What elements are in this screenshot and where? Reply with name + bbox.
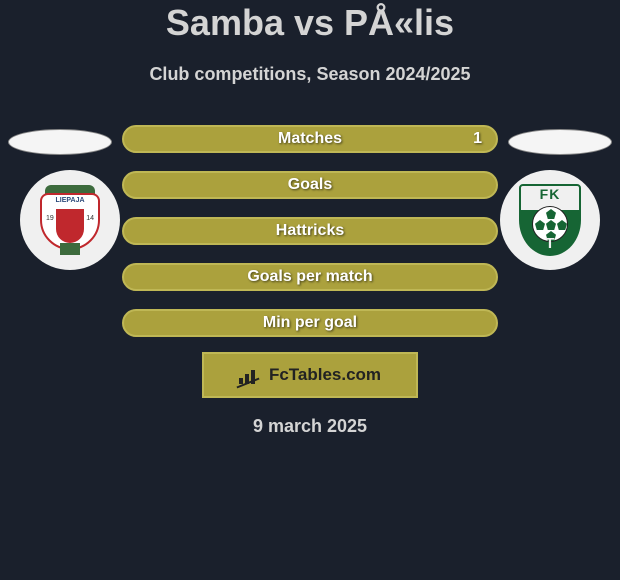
stat-label: Goals <box>288 176 332 194</box>
stat-label: Min per goal <box>263 314 357 332</box>
stat-bar-gpm: Goals per match <box>122 263 498 291</box>
left-club-logo[interactable]: LIEPAJA 19 14 <box>20 170 120 270</box>
shield-icon: FK T <box>519 184 581 256</box>
stats-column: Matches 1 Goals Hattricks Goals per matc… <box>122 125 498 337</box>
stat-label: Hattricks <box>276 222 344 240</box>
comparison-widget: Samba vs PÅ«lis Club competitions, Seaso… <box>0 0 620 437</box>
season-subtitle: Club competitions, Season 2024/2025 <box>0 64 620 85</box>
stat-bar-mpg: Min per goal <box>122 309 498 337</box>
page-title: Samba vs PÅ«lis <box>0 2 620 44</box>
bar-chart-icon <box>239 366 263 384</box>
shield-icon: LIEPAJA 19 14 <box>40 185 100 255</box>
stat-value-right: 1 <box>473 130 482 148</box>
right-country-flag <box>508 129 612 155</box>
brand-label: FcTables.com <box>269 365 381 385</box>
left-club-year-left: 19 <box>46 215 54 222</box>
brand-footer[interactable]: FcTables.com <box>202 352 418 398</box>
stat-bar-matches: Matches 1 <box>122 125 498 153</box>
left-club-year-right: 14 <box>86 215 94 222</box>
right-club-top-text: FK <box>519 186 581 202</box>
right-club-logo[interactable]: FK T <box>500 170 600 270</box>
left-club-name: LIEPAJA <box>42 197 98 204</box>
left-country-flag <box>8 129 112 155</box>
stat-label: Matches <box>278 130 342 148</box>
stat-bar-goals: Goals <box>122 171 498 199</box>
match-date: 9 march 2025 <box>0 416 620 437</box>
stat-label: Goals per match <box>247 268 372 286</box>
right-club-bottom-letter: T <box>545 235 554 252</box>
stat-bar-hattricks: Hattricks <box>122 217 498 245</box>
